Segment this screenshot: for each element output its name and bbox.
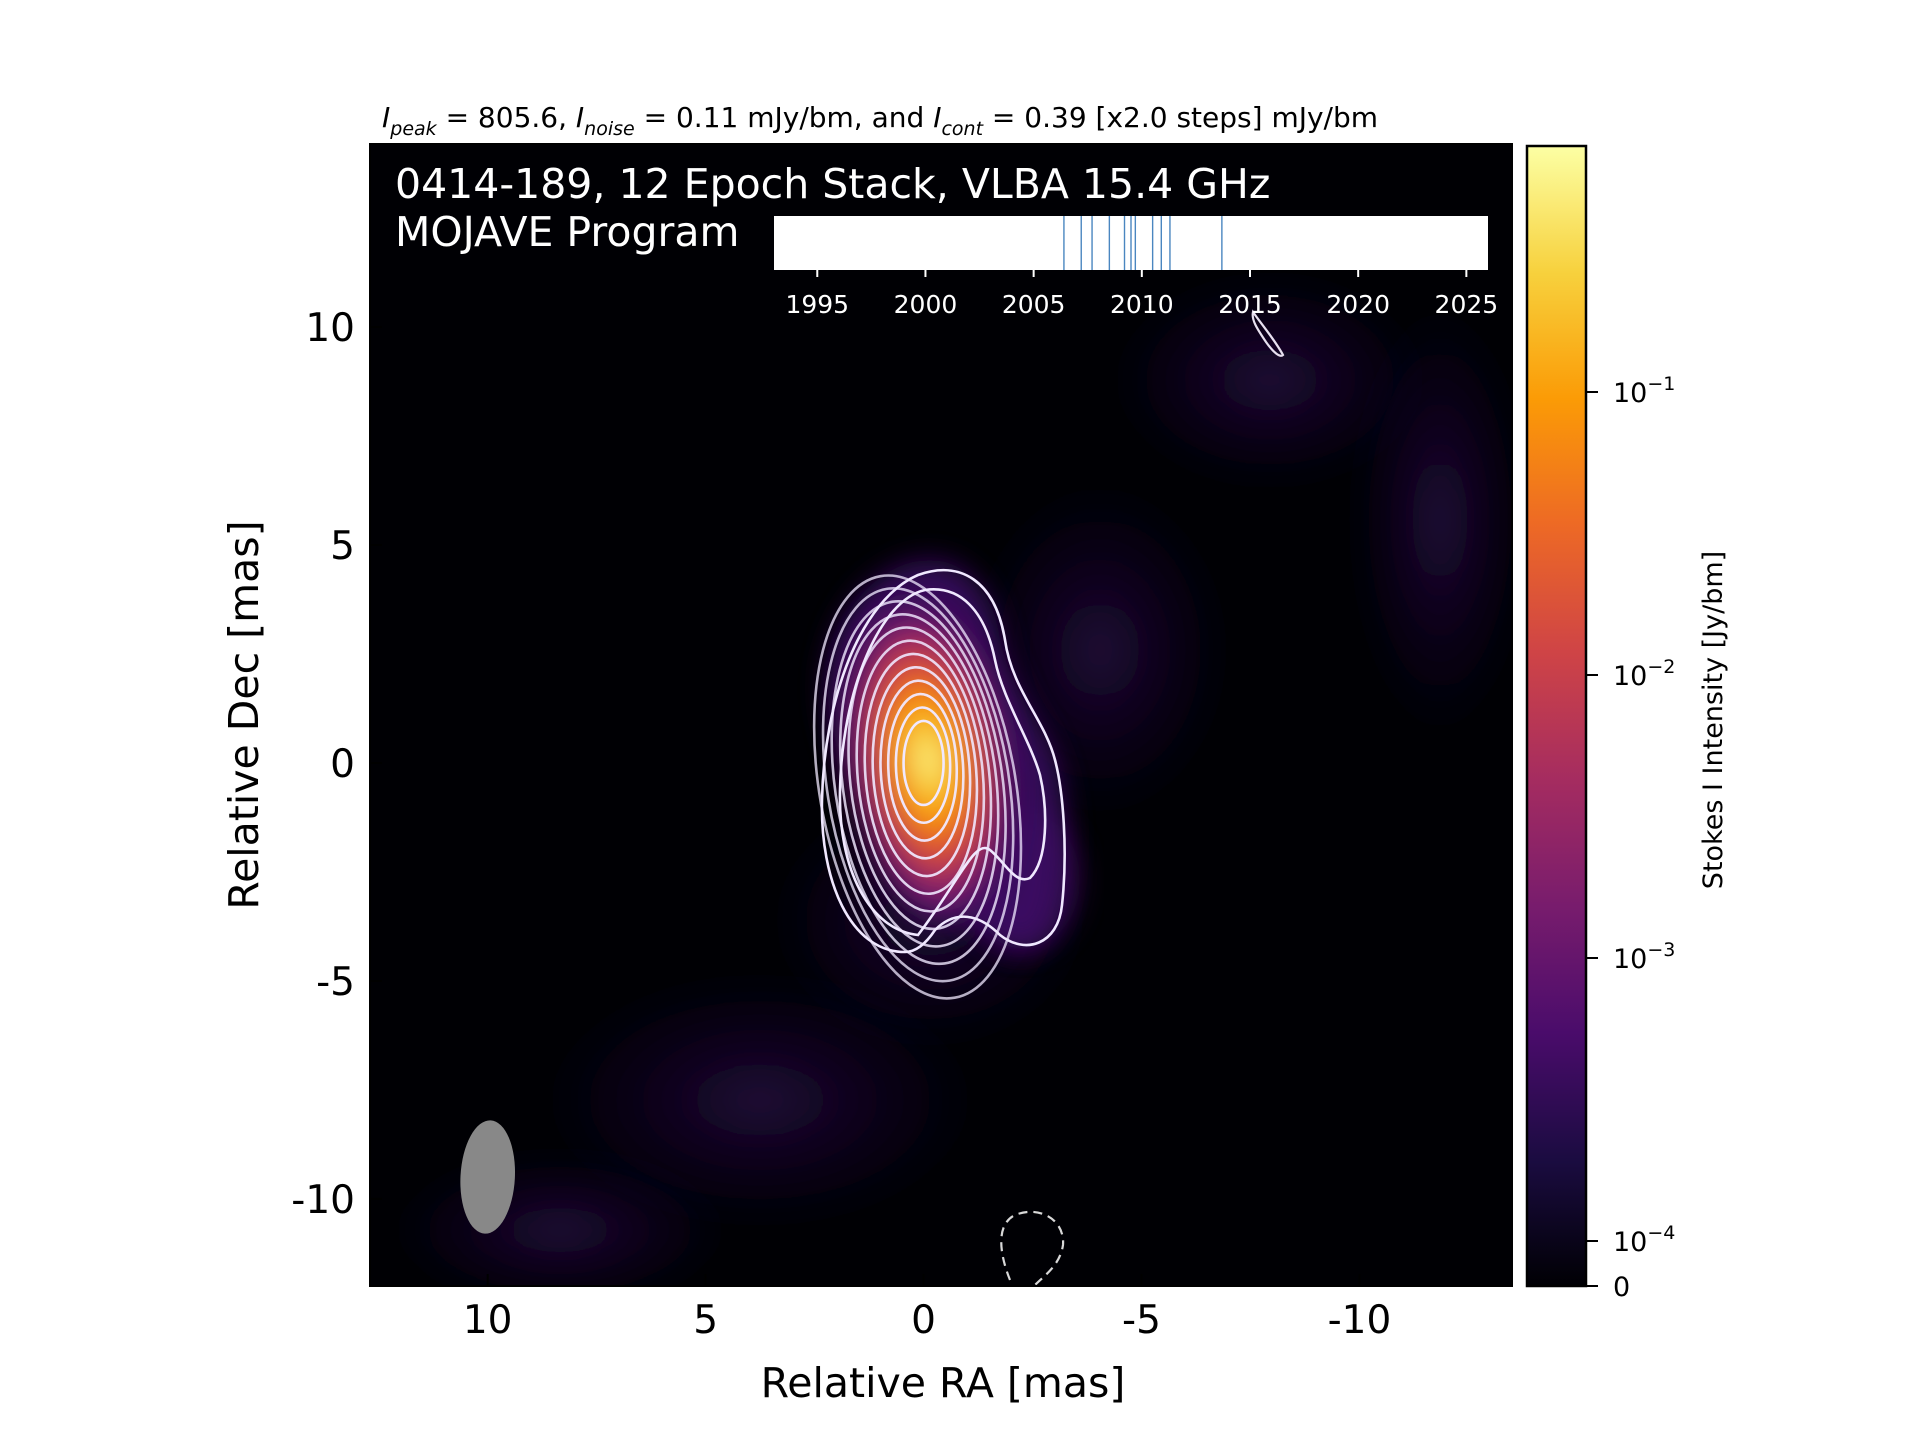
colorbar-tick-label: 10−3 — [1613, 939, 1675, 975]
contour-level — [855, 639, 986, 913]
colorbar-ticks: 10−1 10−2 10−3 10−4 0 — [1586, 373, 1675, 1303]
contour-second — [838, 588, 1047, 937]
header-stat-line: Ipeak = 805.6, Inoise = 0.11 mJy/bm, and… — [382, 101, 1378, 140]
y-axis: 10 5 0 -5 -10 — [291, 306, 382, 1223]
y-tick-label: -5 — [316, 960, 355, 1005]
timeline-tick-label: 1995 — [785, 290, 849, 319]
timeline-tick-label: 2010 — [1110, 290, 1174, 319]
beam-ellipse — [460, 1120, 516, 1234]
colorbar-gradient — [1525, 144, 1588, 1288]
x-tick-label: -5 — [1122, 1298, 1161, 1343]
contour-level — [902, 719, 945, 807]
colorbar-tick-label: 10−2 — [1613, 656, 1675, 692]
y-tick-label: -10 — [291, 1178, 355, 1223]
colorbar: 10−1 10−2 10−3 10−4 0 Stokes I Intensity [Jy… — [1525, 144, 1729, 1303]
timeline-tick-label: 2000 — [894, 290, 958, 319]
timeline-tick-label: 2005 — [1002, 290, 1066, 319]
contour-outer — [820, 568, 1066, 954]
contour-level — [886, 692, 959, 842]
y-tick-label: 5 — [330, 524, 355, 569]
contour-lines — [812, 568, 1066, 1000]
x-tick-label: -10 — [1328, 1298, 1392, 1343]
image-frame — [369, 143, 1513, 1287]
contour-level — [863, 652, 979, 896]
x-axis: 10 5 0 -5 -10 — [463, 1274, 1391, 1343]
contour-level — [830, 600, 1007, 966]
contour-level — [894, 706, 952, 825]
timeline-epochs — [1063, 216, 1223, 270]
epoch-timeline: 1995 2000 2005 2010 2015 2020 2025 — [774, 216, 1498, 319]
plot-title-line1: 0414-189, 12 Epoch Stack, VLBA 15.4 GHz — [395, 160, 1270, 208]
contour-level — [838, 613, 1000, 948]
x-tick-label: 5 — [693, 1298, 718, 1343]
colorbar-tick-label: 10−4 — [1613, 1222, 1675, 1258]
colorbar-tick-label: 10−1 — [1613, 373, 1675, 409]
y-axis-label: Relative Dec [mas] — [220, 520, 268, 909]
timeline-tick-label: 2020 — [1326, 290, 1390, 319]
contour-level — [871, 665, 972, 878]
y-tick-label: 10 — [305, 306, 355, 351]
timeline-tick-label: 2025 — [1435, 290, 1499, 319]
colorbar-label: Stokes I Intensity [Jy/bm] — [1698, 551, 1729, 889]
noise-contour — [1251, 309, 1285, 357]
contour-level — [821, 587, 1015, 983]
colorbar-tick-label: 0 — [1613, 1272, 1630, 1303]
x-tick-label: 10 — [463, 1298, 513, 1343]
timeline-tick-label: 2015 — [1218, 290, 1282, 319]
contour-level — [879, 679, 965, 860]
plot-title-line2: MOJAVE Program — [395, 208, 739, 256]
x-tick-label: 0 — [911, 1298, 936, 1343]
image-panel: 0414-189, 12 Epoch Stack, VLBA 15.4 GHz … — [369, 143, 1513, 1287]
y-tick-label: 0 — [330, 742, 355, 787]
timeline-ticks: 1995 2000 2005 2010 2015 2020 2025 — [785, 270, 1498, 319]
x-axis-label: Relative RA [mas] — [761, 1359, 1126, 1407]
